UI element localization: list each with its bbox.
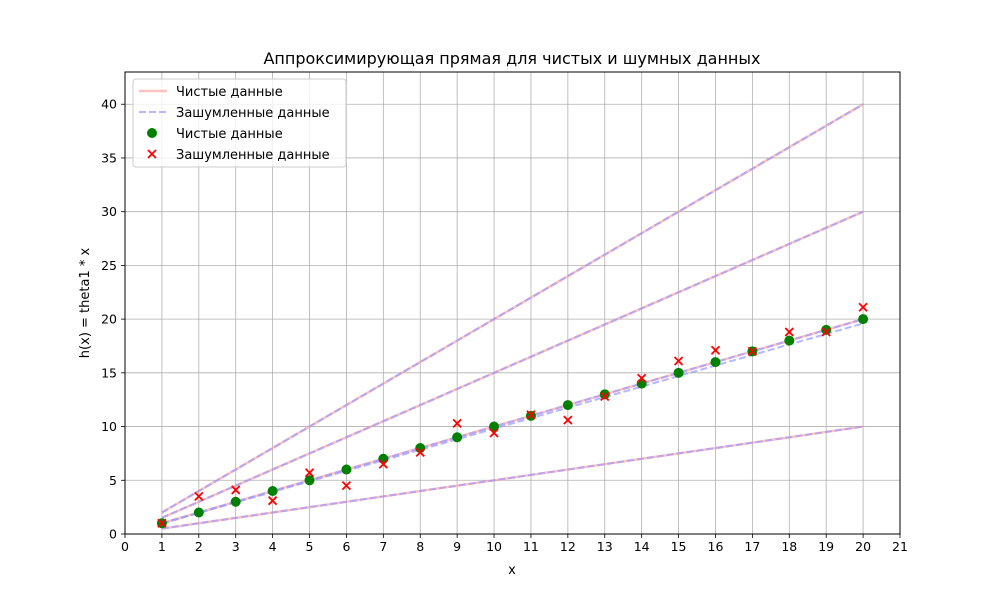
- x-tick-label: 20: [855, 539, 871, 554]
- legend-clean-line-label: Чистые данные: [176, 85, 283, 100]
- clean-data-point: [452, 432, 463, 443]
- axis-ticks: 0 1 2 3 4 5 6 7 8 9 10 11 12 13 14 15 16 17 18 19 20 21051015…: [101, 97, 908, 554]
- y-axis-label: h(x) = theta1 * x: [78, 248, 93, 359]
- y-tick-label: 10: [101, 419, 117, 434]
- clean-data-point: [858, 314, 869, 325]
- clean-data-point: [821, 324, 832, 335]
- noisy-data-point: [194, 491, 204, 502]
- noisy-data-point: [231, 485, 241, 495]
- clean-data-point: [599, 389, 610, 400]
- plot-frame: [124, 71, 901, 535]
- x-tick-label: 21: [892, 539, 908, 554]
- noisy-data-point: [157, 518, 167, 528]
- noisy-data-point: [267, 496, 278, 506]
- clean-data-point: [636, 378, 647, 389]
- x-tick-label: 0: [121, 539, 129, 554]
- noisy-fit-line: [161, 210, 864, 519]
- x-tick-label: 3: [232, 539, 240, 554]
- x-tick-label: 18: [781, 539, 797, 554]
- y-tick-label: 0: [109, 527, 117, 542]
- x-tick-label: 10: [486, 539, 502, 554]
- legend-clean-points-label: Чистые данные: [176, 127, 283, 142]
- x-tick-label: 19: [818, 539, 834, 554]
- x-tick-label: 7: [379, 539, 387, 554]
- clean-data-point: [230, 496, 241, 507]
- clean-data-point: [710, 357, 721, 368]
- legend-box: [132, 78, 347, 168]
- clean-data-point: [193, 507, 204, 518]
- x-tick-label: 15: [671, 539, 687, 554]
- clean-data-point: [562, 400, 573, 411]
- noisy-data-point: [489, 428, 499, 438]
- noisy-data-point: [747, 346, 758, 356]
- chart-title: Аппроксимирующая прямая для чистых и шум…: [263, 49, 760, 68]
- x-tick-label: 12: [560, 539, 576, 554]
- y-tick-label: 25: [101, 258, 117, 273]
- legend-noisy-points-swatch: [147, 149, 157, 159]
- y-tick-label: 30: [101, 204, 117, 219]
- legend-clean-points-swatch: [147, 128, 157, 138]
- clean-data-point: [673, 367, 684, 378]
- x-tick-label: 8: [416, 539, 424, 554]
- clean-data-point: [267, 486, 278, 497]
- noisy-fit-line: [161, 322, 864, 525]
- noisy-data-point: [415, 447, 425, 457]
- noisy-data-point: [378, 459, 388, 469]
- clean-data-point: [489, 421, 500, 432]
- noisy-data-point: [710, 345, 721, 355]
- series-points: [156, 302, 869, 529]
- series-lines: [161, 103, 864, 530]
- legend-noisy-points-label: Зашумленные данные: [176, 148, 330, 163]
- x-tick-label: 6: [342, 539, 350, 554]
- noisy-data-point: [341, 481, 352, 491]
- clean-data-point: [304, 475, 315, 486]
- noisy-data-point: [784, 327, 794, 337]
- noisy-data-point: [563, 415, 573, 425]
- x-tick-label: 4: [269, 539, 277, 554]
- clean-data-point: [784, 335, 795, 346]
- noisy-data-point: [673, 356, 684, 366]
- y-tick-label: 40: [101, 97, 117, 112]
- y-tick-label: 15: [101, 365, 117, 380]
- noisy-data-point: [600, 391, 610, 402]
- x-tick-label: 5: [306, 539, 314, 554]
- noisy-data-point: [858, 302, 868, 312]
- clean-data-point: [378, 453, 389, 464]
- x-tick-label: 9: [453, 539, 461, 554]
- x-tick-label: 11: [523, 539, 539, 554]
- x-tick-label: 14: [634, 539, 650, 554]
- noisy-fit-line: [161, 103, 864, 514]
- y-tick-label: 20: [101, 312, 117, 327]
- noisy-data-point: [637, 373, 647, 383]
- y-tick-label: 5: [109, 473, 117, 488]
- noisy-data-point: [304, 468, 315, 478]
- clean-data-point: [341, 464, 352, 475]
- x-tick-label: 13: [597, 539, 613, 554]
- x-tick-label: 2: [195, 539, 203, 554]
- noisy-data-point: [526, 410, 536, 420]
- x-axis-label: x: [508, 563, 516, 578]
- noisy-data-point: [821, 327, 831, 337]
- legend-noisy-line-label: Зашумленные данные: [176, 106, 330, 121]
- noisy-fit-line: [161, 425, 864, 530]
- y-tick-label: 35: [101, 150, 117, 165]
- noisy-data-point: [452, 418, 462, 428]
- x-tick-label: 17: [744, 539, 760, 554]
- legend: Чистые данные Зашумленные данные Чистые …: [132, 78, 347, 168]
- x-tick-label: 1: [158, 539, 166, 554]
- x-tick-label: 16: [708, 539, 724, 554]
